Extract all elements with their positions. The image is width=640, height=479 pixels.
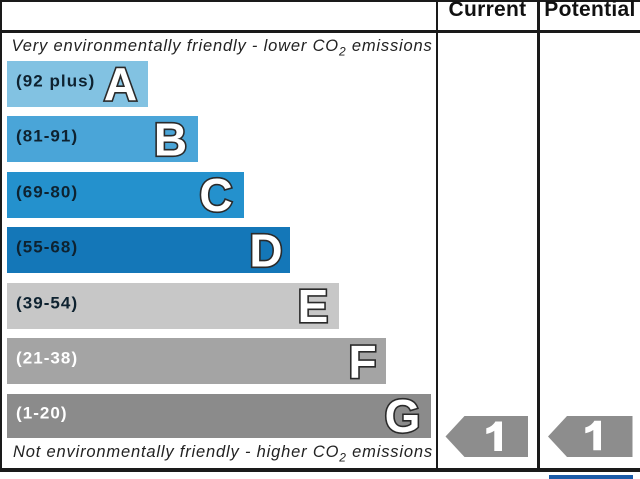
svg-text:E: E (298, 280, 329, 332)
svg-text:D: D (249, 225, 282, 277)
svg-text:B: B (154, 114, 187, 166)
svg-text:F: F (348, 336, 376, 388)
svg-text:C: C (199, 169, 232, 221)
svg-text:G: G (385, 390, 421, 442)
svg-text:A: A (104, 58, 137, 110)
